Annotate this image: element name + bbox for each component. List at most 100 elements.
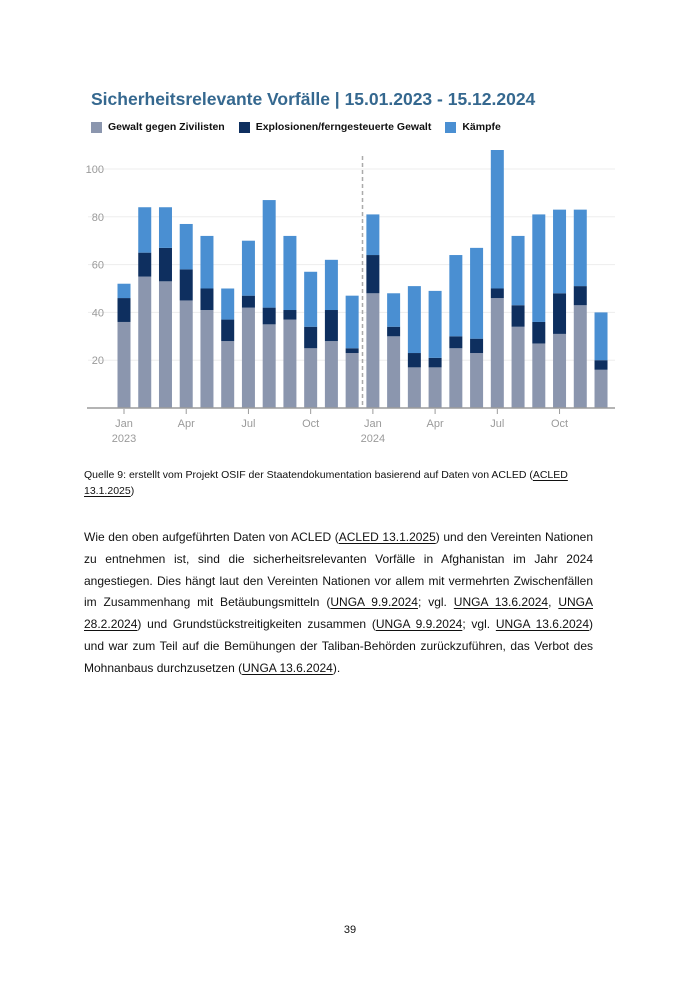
bar-segment [366,214,380,256]
bar-segment [283,235,297,311]
bar-segment [200,235,214,289]
chart-canvas: 20 40 60 80 100 Jan 2023 Apr Jul Oct Jan 2024 Apr Jul… [86,150,615,445]
x-axis-tick-label: Jan [115,418,133,430]
bar-segment [241,295,255,308]
bar-segment [407,353,421,368]
bar-segment [532,321,546,344]
bar-segment [283,310,297,320]
bar-segment [490,288,504,299]
citation-link[interactable]: UNGA 9.9.2024 [330,595,418,610]
bar-segment [158,281,172,408]
bar-segment [470,353,484,408]
bar-segment [594,360,608,370]
citation-link[interactable]: UNGA 9.9.2024 [375,617,463,632]
y-axis-tick-label: 80 [92,212,104,224]
x-axis-tick-label: Jan [364,418,382,430]
legend-swatch-icon [91,121,102,133]
bar-segment [470,247,484,339]
x-axis-year-label: 2024 [361,433,385,445]
bar-segment [345,348,359,354]
bar-segment [449,348,463,408]
chart-legend: Gewalt gegen Zivilisten Explosionen/ferng… [91,121,501,133]
bar-segment [179,223,193,270]
bar-segment [221,341,235,408]
bar-segment [407,286,421,354]
page-number: 39 [343,924,357,936]
legend-label: Kämpfe [462,121,501,133]
chart-title: Sicherheitsrelevante Vorfälle | 15.01.20… [91,89,536,109]
text-run: ; vgl. [462,617,496,632]
x-axis-tick-label: Apr [178,418,195,430]
y-axis-tick-label: 100 [86,164,104,176]
bar-segment [221,319,235,342]
bar-segment [532,343,546,408]
bar-segment [594,369,608,408]
incidents-stacked-bar-chart: 20 40 60 80 100 Jan 2023 Apr Jul Oct Jan 2024 Apr Jul… [82,150,617,450]
bar-segment [304,348,318,408]
bar-segment [304,271,318,327]
bar-segment [428,290,442,358]
bar-segment [428,357,442,368]
citation-link[interactable]: ACLED 13.1.2025 [84,469,568,497]
citation-link[interactable]: UNGA 13.6.2024 [495,617,589,632]
x-axis-tick-label: Jul [490,418,504,430]
body-paragraph: Wie den oben aufgeführten Daten von ACLE… [84,527,593,680]
citation-link[interactable]: UNGA 13.6.2024 [242,660,333,675]
bar-segment [283,319,297,408]
bar-segment [490,150,504,289]
bar-segment [594,312,608,361]
bar-segment [428,367,442,408]
bar-segment [387,336,401,408]
citation-link[interactable]: ACLED 13.1.2025 [338,530,436,544]
bar-segment [553,333,567,408]
bar-segment [449,336,463,349]
bar-segment [241,307,255,408]
bar-segment [553,293,567,334]
bar-segment [324,341,338,408]
bar-segment [511,326,525,408]
bar-segment [179,300,193,408]
bar-segment [345,295,359,349]
bar-segment [158,247,172,282]
bar-segment [179,269,193,301]
bar-segment [117,321,131,408]
bar-segment [138,207,152,253]
text-run: ; vgl. [417,595,454,610]
bar-segment [304,326,318,349]
citation-link[interactable]: UNGA 28.2.2024 [84,595,593,632]
text-run: Quelle 9: erstellt vom Projekt OSIF der … [84,469,533,481]
text-run: , [548,595,559,610]
bar-segment [449,255,463,337]
x-axis-tick-label: Oct [302,418,319,430]
legend-item-explosions-remote-violence: Explosionen/ferngesteuerte Gewalt [238,121,432,133]
bar-segment [138,252,152,277]
bar-segment [573,209,587,287]
legend-swatch-icon [238,121,250,133]
bar-segment [532,214,546,322]
x-axis-tick-label: Oct [551,418,568,430]
bar-segment [138,276,152,408]
text-run: ). [332,660,341,675]
text-run: ) und war zum Teil auf die Bemühungen de… [84,617,593,675]
bar-segment [366,255,380,294]
legend-item-battles: Kämpfe [445,121,501,133]
y-axis-tick-label: 60 [92,260,104,272]
bar-segment [511,305,525,327]
bar-segment [511,235,525,306]
bar-segment [387,293,401,327]
bar-segment [490,298,504,408]
bar-segment [117,298,131,322]
text-run: ) [130,484,135,497]
bar-segment [158,207,172,248]
bar-segment [241,240,255,296]
legend-label: Explosionen/ferngesteuerte Gewalt [255,121,432,133]
bar-segment [262,200,276,308]
bar-segment [573,305,587,408]
bar-segment [573,286,587,306]
text-run: ) und Grundstückstreitigkeiten zusammen … [137,617,376,632]
bar-segment [553,209,567,294]
citation-link[interactable]: UNGA 13.6.2024 [453,595,549,610]
text-run: Wie den oben aufgeführten Daten von ACLE… [84,530,339,544]
bar-segment [324,310,338,342]
